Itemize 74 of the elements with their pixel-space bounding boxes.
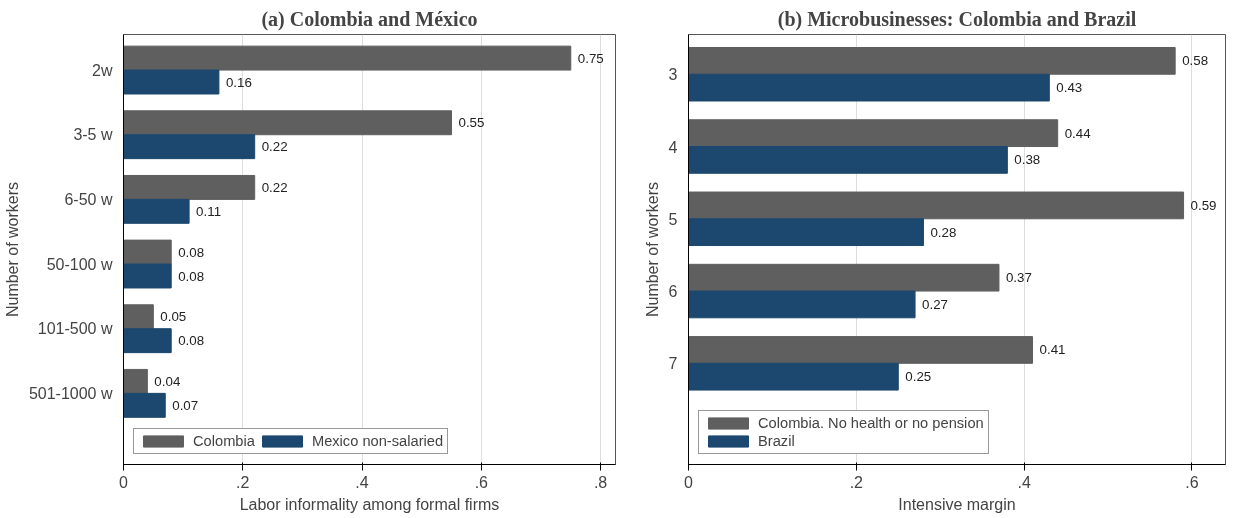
y-axis-title: Number of workers xyxy=(3,181,21,318)
data-label: 0.41 xyxy=(1039,342,1066,358)
y-tick-label: 501-1000 w xyxy=(28,384,113,402)
data-label: 0.75 xyxy=(577,50,604,66)
legend-label: Mexico non-salaried xyxy=(311,433,444,449)
bar xyxy=(688,290,916,319)
bar xyxy=(123,304,154,330)
bar xyxy=(688,191,1185,220)
data-label: 0.55 xyxy=(458,115,485,131)
data-label: 0.58 xyxy=(1182,53,1209,69)
y-tick-label: 6-50 w xyxy=(64,190,113,208)
data-label: 0.25 xyxy=(905,369,932,385)
bar xyxy=(123,45,572,71)
data-label: 0.05 xyxy=(160,309,187,325)
y-tick-label: 2w xyxy=(92,61,113,79)
data-label: 0.43 xyxy=(1056,80,1083,96)
data-label: 0.59 xyxy=(1190,197,1217,213)
chart-title: (b) Microbusinesses: Colombia and Brazil xyxy=(777,7,1137,31)
y-tick-label: 50-100 w xyxy=(46,255,113,273)
y-tick-label: 5 xyxy=(668,210,678,228)
data-label: 0.37 xyxy=(1005,270,1032,286)
x-tick-label: .6 xyxy=(474,473,489,491)
x-tick-label: 0 xyxy=(684,473,694,491)
data-label: 0.08 xyxy=(178,333,205,349)
bar xyxy=(688,119,1059,148)
legend-label: Colombia xyxy=(193,433,255,449)
x-axis-title: Labor informality among formal firms xyxy=(239,495,500,513)
data-label: 0.27 xyxy=(922,296,948,312)
legend-label: Colombia. No health or no pension xyxy=(758,415,984,431)
x-tick-label: .6 xyxy=(1185,473,1199,491)
legend-label: Brazil xyxy=(758,433,795,449)
data-label: 0.08 xyxy=(178,244,205,260)
bar xyxy=(688,362,899,391)
bar xyxy=(688,336,1034,364)
x-tick-label: .8 xyxy=(593,473,608,491)
chart-title: (a) Colombia and México xyxy=(261,7,478,31)
data-label: 0.08 xyxy=(178,268,205,284)
bar xyxy=(688,263,1000,292)
bar xyxy=(123,69,220,95)
data-label: 0.28 xyxy=(930,224,957,240)
bar xyxy=(688,47,1176,75)
y-tick-label: 7 xyxy=(668,355,678,373)
y-tick-label: 3 xyxy=(668,66,678,84)
bar xyxy=(123,328,172,354)
y-tick-label: 4 xyxy=(668,138,678,156)
data-label: 0.07 xyxy=(172,397,199,413)
bar xyxy=(123,392,166,418)
data-label: 0.16 xyxy=(225,74,252,90)
data-label: 0.44 xyxy=(1064,125,1092,141)
data-label: 0.11 xyxy=(196,203,222,219)
y-tick-label: 6 xyxy=(668,283,678,301)
x-tick-label: .2 xyxy=(236,473,250,491)
bar xyxy=(123,198,190,224)
bar xyxy=(123,174,256,200)
x-tick-label: .2 xyxy=(849,473,864,491)
data-label: 0.38 xyxy=(1014,152,1041,168)
x-axis-title: Intensive margin xyxy=(898,495,1016,513)
y-tick-label: 101-500 w xyxy=(37,320,113,338)
bar xyxy=(123,368,148,394)
bar xyxy=(688,73,1050,102)
bar xyxy=(123,134,256,160)
data-label: 0.04 xyxy=(154,373,181,389)
bar xyxy=(123,110,452,136)
y-tick-label: 3-5 w xyxy=(73,126,113,144)
data-label: 0.22 xyxy=(261,139,288,155)
bar xyxy=(123,239,172,265)
bar xyxy=(688,146,1008,174)
bar xyxy=(688,218,924,247)
bar xyxy=(123,263,172,289)
x-tick-label: .4 xyxy=(355,473,369,491)
x-tick-label: .4 xyxy=(1017,473,1031,491)
data-label: 0.22 xyxy=(261,179,288,195)
x-tick-label: 0 xyxy=(119,473,129,491)
y-axis-title: Number of workers xyxy=(643,181,661,318)
